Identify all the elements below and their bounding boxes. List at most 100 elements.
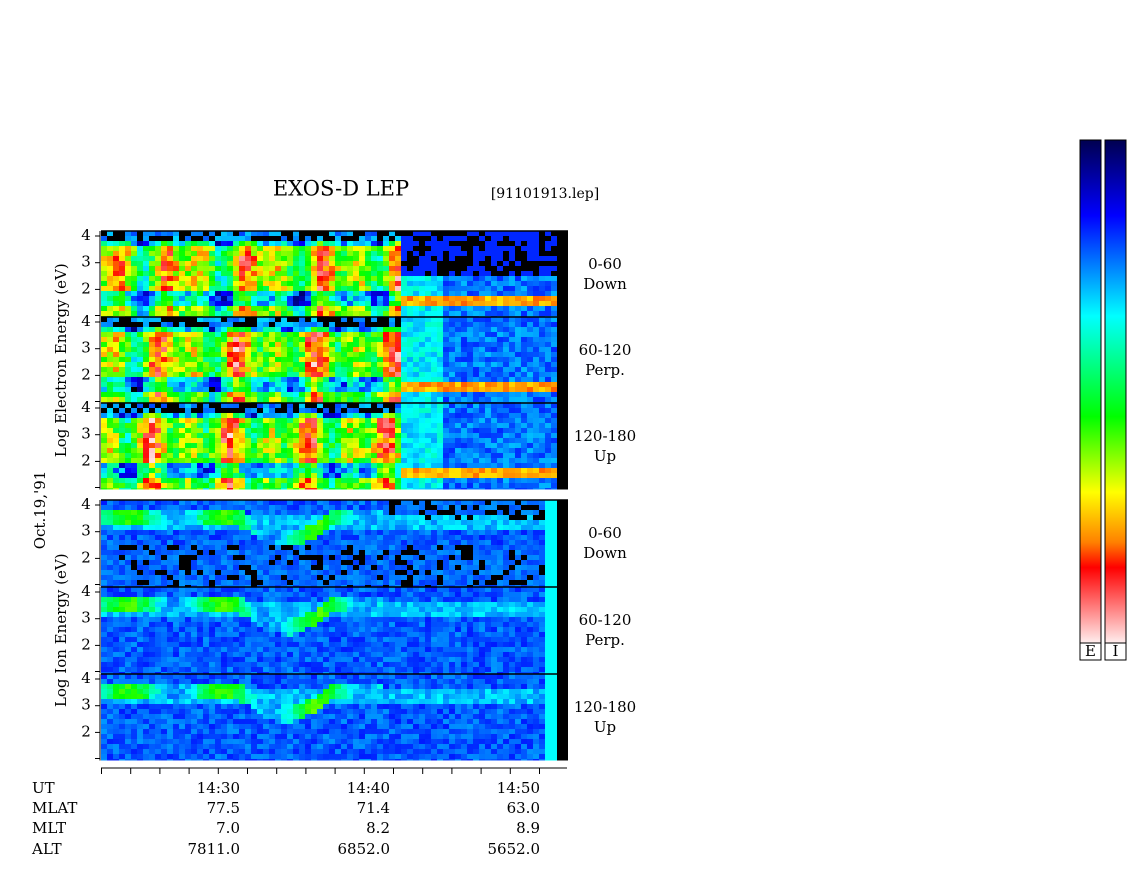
spectrogram-cell (419, 408, 425, 413)
spectrogram-cell (491, 505, 497, 510)
spectrogram-cell (365, 311, 371, 316)
spectrogram-cell (323, 286, 329, 291)
spectrogram-cell (275, 231, 281, 236)
spectrogram-cell (293, 327, 299, 332)
spectrogram-cell (161, 301, 167, 306)
spectrogram-cell (275, 423, 281, 428)
spectrogram-cell (317, 500, 323, 505)
spectrogram-cell (317, 271, 323, 276)
spectrogram-cell (305, 347, 311, 352)
spectrogram-cell (437, 362, 443, 367)
spectrogram-cell (107, 256, 113, 261)
spectrogram-cell (449, 525, 455, 530)
spectrogram-cell (551, 296, 557, 301)
spectrogram-cell (551, 246, 557, 251)
spectrogram-cell (185, 342, 191, 347)
spectrogram-cell (527, 408, 533, 413)
spectrogram-cell (329, 535, 335, 540)
spectrogram-cell (107, 382, 113, 387)
spectrogram-cell (545, 382, 551, 387)
spectrogram-cell (161, 483, 167, 488)
spectrogram-cell (107, 433, 113, 438)
spectrogram-cell (161, 347, 167, 352)
spectrogram-cell (353, 387, 359, 392)
spectrogram-cell (371, 397, 377, 402)
spectrogram-cell (299, 468, 305, 473)
spectrogram-cell (245, 403, 251, 408)
spectrogram-cell (485, 382, 491, 387)
spectrogram-cell (335, 488, 341, 490)
spectrogram-cell (281, 291, 287, 296)
spectrogram-cell (341, 291, 347, 296)
spectrogram-cell (161, 377, 167, 382)
spectrogram-cell (341, 296, 347, 301)
spectrogram-cell (293, 377, 299, 382)
spectrogram-cell (137, 236, 143, 241)
spectrogram-cell (509, 291, 515, 296)
spectrogram-cell (257, 342, 263, 347)
spectrogram-cell (107, 428, 113, 433)
spectrogram-cell (515, 327, 521, 332)
spectrogram-cell (245, 488, 251, 490)
spectrogram-cell (521, 317, 527, 322)
spectrogram-cell (419, 473, 425, 478)
spectrogram-cell (203, 403, 209, 408)
spectrogram-cell (503, 550, 509, 555)
spectrogram-cell (437, 438, 443, 443)
spectrogram-cell (185, 246, 191, 251)
spectrogram-cell (149, 453, 155, 458)
spectrogram-cell (323, 550, 329, 555)
spectrogram-cell (155, 478, 161, 483)
spectrogram-cell (467, 387, 473, 392)
spectrogram-cell (437, 352, 443, 357)
spectrogram-cell (227, 367, 233, 372)
spectrogram-cell (371, 311, 377, 316)
spectrogram-cell (227, 261, 233, 266)
spectrogram-cell (425, 256, 431, 261)
spectrogram-cell (167, 301, 173, 306)
spectrogram-cell (479, 500, 485, 505)
spectrogram-cell (155, 413, 161, 418)
spectrogram-cell (443, 241, 449, 246)
spectrogram-cell (485, 505, 491, 510)
spectrogram-cell (269, 332, 275, 337)
spectrogram-cell (401, 311, 407, 316)
spectrogram-cell (149, 418, 155, 423)
spectrogram-cell (473, 296, 479, 301)
spectrogram-cell (233, 332, 239, 337)
spectrogram-cell (329, 500, 335, 505)
spectrogram-cell (113, 458, 119, 463)
spectrogram-cell (191, 271, 197, 276)
spectrogram-cell (455, 418, 461, 423)
spectrogram-cell (545, 397, 551, 402)
spectrogram-cell (359, 357, 365, 362)
spectrogram-cell (395, 510, 401, 515)
spectrogram-cell (503, 392, 509, 397)
spectrogram-cell (527, 423, 533, 428)
spectrogram-cell (245, 367, 251, 372)
spectrogram-cell (455, 382, 461, 387)
spectrogram-cell (119, 367, 125, 372)
spectrogram-cell (107, 418, 113, 423)
spectrogram-cell (371, 535, 377, 540)
spectrogram-cell (479, 510, 485, 515)
spectrogram-cell (407, 433, 413, 438)
spectrogram-cell (389, 448, 395, 453)
spectrogram-cell (413, 483, 419, 488)
spectrogram-cell (401, 428, 407, 433)
spectrogram-cell (443, 372, 449, 377)
spectrogram-cell (113, 483, 119, 488)
spectrogram-cell (503, 337, 509, 342)
spectrogram-cell (455, 236, 461, 241)
spectrogram-cell (245, 246, 251, 251)
spectrogram-cell (491, 261, 497, 266)
spectrogram-cell (125, 448, 131, 453)
spectrogram-cell (467, 478, 473, 483)
spectrogram-cell (347, 473, 353, 478)
spectrogram-cell (461, 530, 467, 535)
spectrogram-cell (341, 403, 347, 408)
spectrogram-cell (461, 286, 467, 291)
spectrogram-cell (365, 433, 371, 438)
spectrogram-cell (245, 443, 251, 448)
spectrogram-cell (143, 231, 149, 236)
